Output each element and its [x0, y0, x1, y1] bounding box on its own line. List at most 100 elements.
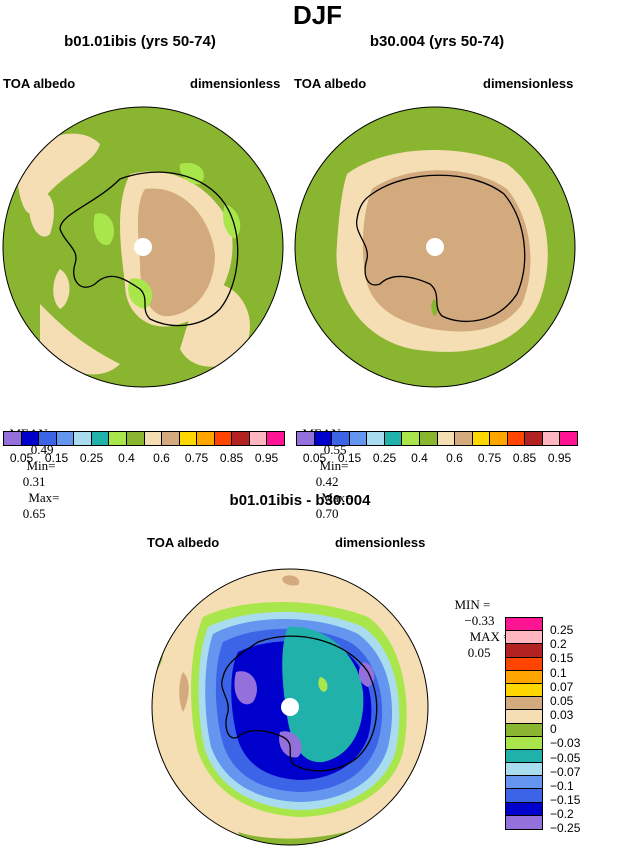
colorbar-tick-label: 0.6 [153, 451, 170, 465]
polar-map-2 [294, 106, 576, 388]
colorbar-swatch [437, 432, 456, 445]
diff-colorbar-tick-label: −0.15 [550, 792, 581, 807]
colorbar-swatch [349, 432, 368, 445]
colorbar-swatch [419, 432, 438, 445]
colorbar-swatch [560, 432, 577, 445]
min-value: 0.42 [315, 474, 339, 489]
colorbar-tick-label: 0.75 [184, 451, 209, 465]
diff-colorbar-swatch [506, 789, 542, 803]
diff-colorbar-tick-label: 0.03 [550, 708, 574, 723]
colorbar-swatch [525, 432, 543, 445]
colorbar-tick-label: 0.15 [337, 451, 362, 465]
colorbar-swatch [56, 432, 75, 445]
colorbar-tick-label: 0.05 [302, 451, 327, 465]
colorbar-swatch [109, 432, 127, 445]
diff-colorbar-swatch [506, 670, 542, 684]
panel-2-title: b30.004 (yrs 50-74) [369, 33, 505, 50]
diff-colorbar-tick-label: 0.15 [550, 651, 574, 666]
max-label: Max= [28, 490, 60, 505]
colorbar-swatch [197, 432, 215, 445]
diff-colorbar-tick-label: 0.05 [550, 693, 574, 708]
diff-min-value: −0.33 [464, 613, 495, 628]
min-label: Min= [319, 458, 349, 473]
panel-1-variable-label: TOA albedo [3, 76, 76, 91]
colorbar-tick-label: 0.15 [44, 451, 69, 465]
panel-2-variable-label: TOA albedo [294, 76, 367, 91]
colorbar-tick-label: 0.85 [219, 451, 244, 465]
diff-colorbar-tick-label: 0.07 [550, 679, 574, 694]
diff-colorbar-swatch [506, 697, 542, 711]
diff-colorbar-tick-label: 0.25 [550, 623, 574, 638]
min-label: Min= [26, 458, 56, 473]
colorbar-tick-label: 0.85 [512, 451, 537, 465]
colorbar-2 [296, 431, 578, 446]
diff-max-label: MAX = [469, 629, 511, 644]
colorbar-swatch [214, 432, 233, 445]
polar-map-1 [2, 106, 284, 388]
diff-colorbar-swatch [506, 631, 542, 645]
colorbar-swatch [332, 432, 350, 445]
colorbar-tick-label: 0.6 [446, 451, 463, 465]
diff-variable-label: TOA albedo [147, 535, 220, 550]
colorbar-tick-label: 0.05 [9, 451, 34, 465]
diff-colorbar-swatch [506, 683, 542, 698]
colorbar-swatch [232, 432, 250, 445]
diff-colorbar-swatch [506, 723, 542, 737]
diff-colorbar-swatch [506, 736, 542, 750]
colorbar-tick-label: 0.95 [254, 451, 279, 465]
diff-colorbar-tick-label: 0.2 [550, 637, 567, 652]
diff-stats: MIN = −0.33 MAX = 0.05 [448, 581, 511, 661]
diff-colorbar-tick-label: −0.2 [550, 807, 574, 822]
diff-colorbar-swatch [506, 644, 542, 658]
colorbar-swatch [402, 432, 420, 445]
colorbar-swatch [21, 432, 40, 445]
diff-colorbar-tick-label: −0.25 [550, 821, 581, 836]
colorbar-tick-label: 0.4 [118, 451, 135, 465]
colorbar-swatch [472, 432, 491, 445]
colorbar-swatch [162, 432, 180, 445]
colorbar-swatch [267, 432, 284, 445]
diff-colorbar-tick-label: 0 [550, 722, 557, 737]
colorbar-swatch [249, 432, 268, 445]
diff-colorbar-swatch [506, 802, 542, 816]
colorbar-swatch [542, 432, 561, 445]
colorbar-1-labels: 0.05 0.15 0.25 0.4 0.6 0.75 0.85 0.95 [3, 451, 285, 467]
polar-map-diff [151, 568, 429, 846]
colorbar-swatch [384, 432, 403, 445]
colorbar-swatch [507, 432, 526, 445]
colorbar-swatch [91, 432, 110, 445]
panel-1-units-label: dimensionless [190, 76, 281, 91]
colorbar-1 [3, 431, 285, 446]
diff-colorbar-swatch [506, 618, 542, 632]
colorbar-2-labels: 0.05 0.15 0.25 0.4 0.6 0.75 0.85 0.95 [296, 451, 578, 467]
diff-colorbar-swatch [506, 749, 542, 764]
colorbar-tick-label: 0.75 [477, 451, 502, 465]
diff-colorbar-swatch [506, 776, 542, 790]
colorbar-tick-label: 0.95 [547, 451, 572, 465]
diff-colorbar-swatch [506, 815, 542, 829]
colorbar-tick-label: 0.25 [79, 451, 104, 465]
max-value: 0.65 [22, 506, 46, 521]
diff-panel-title: b01.01ibis - b30.004 [229, 492, 371, 509]
colorbar-tick-label: 0.4 [411, 451, 428, 465]
max-value: 0.70 [315, 506, 339, 521]
diff-colorbar-tick-label: −0.07 [550, 764, 581, 779]
colorbar-swatch [314, 432, 333, 445]
diff-units-label: dimensionless [335, 535, 426, 550]
colorbar-swatch [179, 432, 198, 445]
min-value: 0.31 [22, 474, 46, 489]
diff-colorbar-tick-label: −0.03 [550, 736, 581, 751]
colorbar-tick-label: 0.25 [372, 451, 397, 465]
panel-2-units-label: dimensionless [483, 76, 574, 91]
diff-colorbar-tick-label: −0.1 [550, 778, 574, 793]
diff-colorbar-swatch [506, 710, 542, 724]
page-title: DJF [292, 0, 343, 30]
colorbar-swatch [4, 432, 22, 445]
colorbar-swatch [39, 432, 57, 445]
colorbar-swatch [297, 432, 315, 445]
colorbar-swatch [74, 432, 92, 445]
diff-max-value: 0.05 [467, 645, 491, 660]
max-label: Max= [321, 490, 353, 505]
colorbar-swatch [455, 432, 473, 445]
diff-min-label: MIN = [454, 597, 491, 612]
